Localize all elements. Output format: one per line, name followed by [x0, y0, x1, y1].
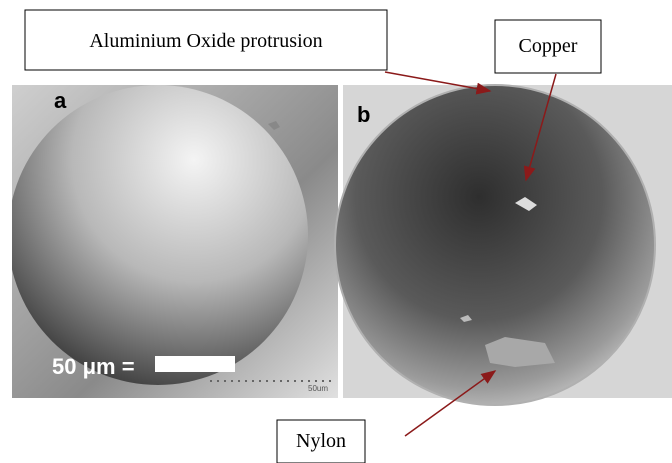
panel-label: b — [357, 102, 370, 127]
scale-bar — [155, 356, 235, 372]
figure: a 50 μm = 50um b Aluminium Oxide protrus… — [0, 0, 672, 463]
scale-text: 50 μm = — [52, 354, 135, 379]
annotation: Copper — [519, 35, 578, 57]
panel-b — [335, 85, 672, 405]
micro-label: 50um — [308, 384, 328, 393]
annotation: Aluminium Oxide protrusion — [89, 30, 322, 52]
annotation: Nylon — [296, 430, 346, 452]
panel-label: a — [54, 88, 67, 113]
panel-a — [8, 85, 338, 398]
